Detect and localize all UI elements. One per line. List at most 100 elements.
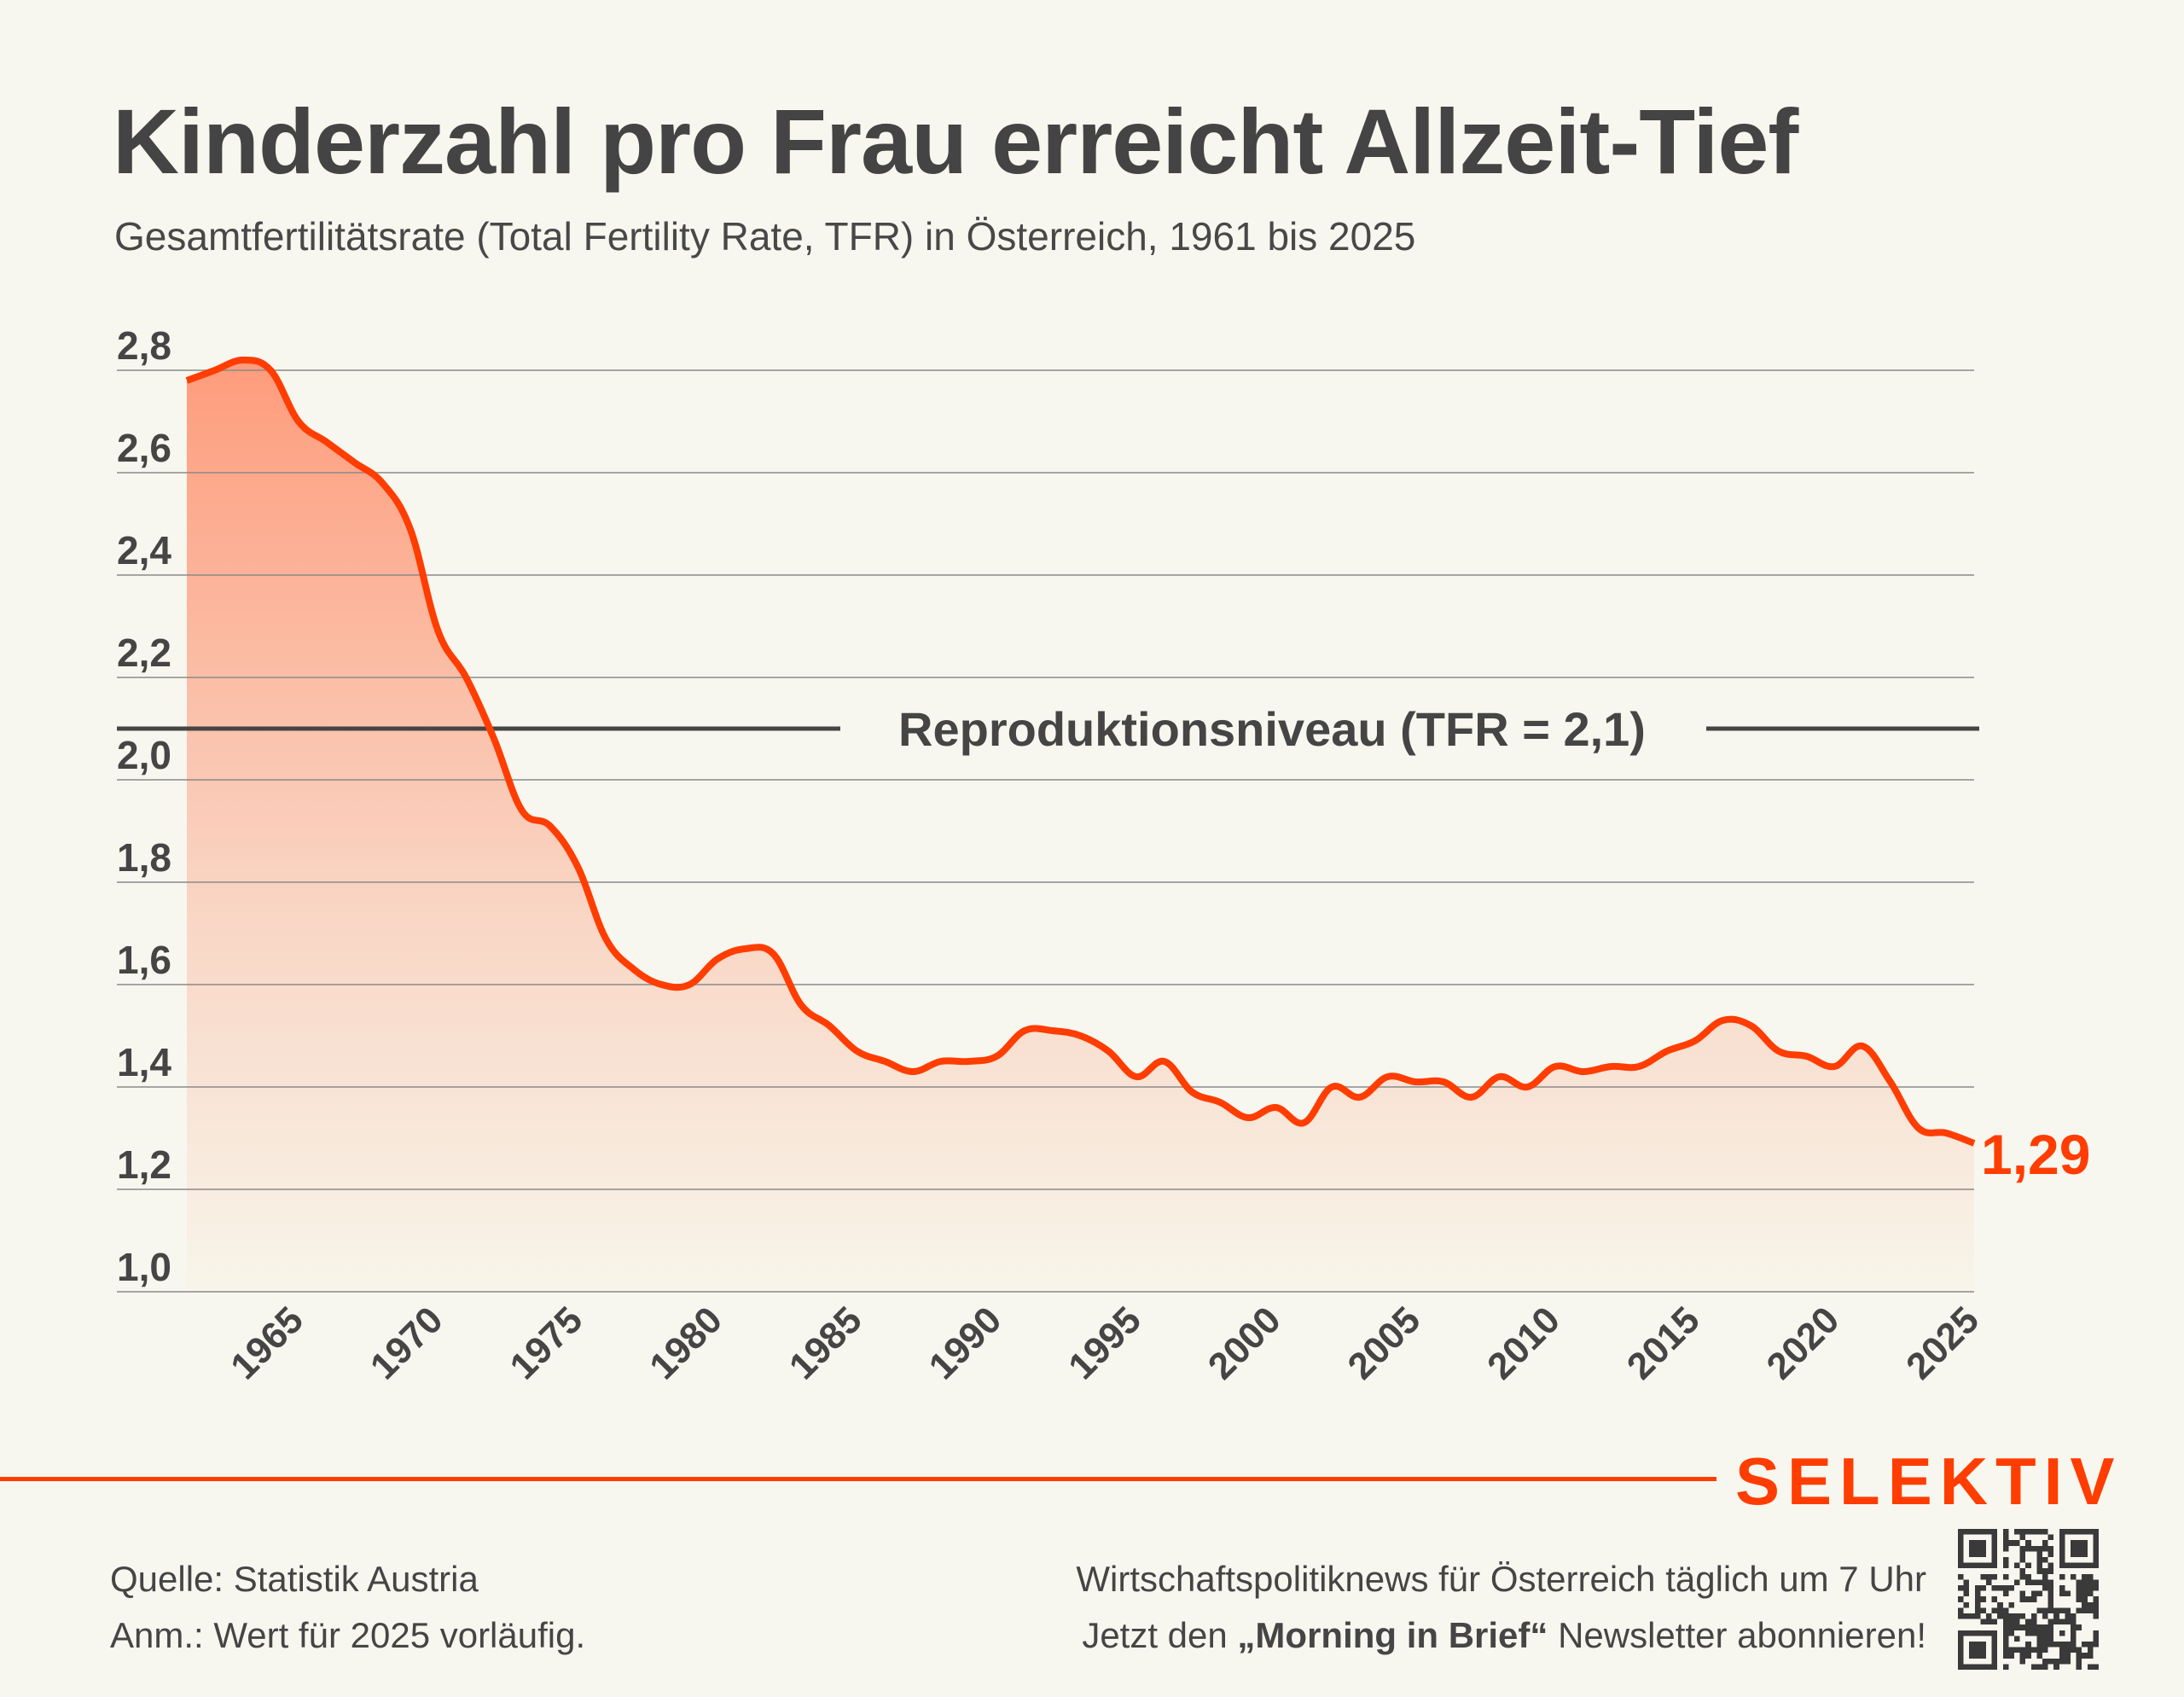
promo-line-2[interactable]: Jetzt den „Morning in Brief“ Newsletter … [1076,1607,1926,1664]
qr-module [2030,1545,2037,1552]
qr-module [2082,1573,2088,1580]
qr-module [2036,1579,2042,1585]
qr-module [2065,1529,2071,1535]
qr-module [2076,1529,2082,1535]
qr-module [1974,1585,1981,1591]
x-tick-label: 1995 [1060,1299,1149,1387]
qr-module [2025,1579,2031,1585]
qr-module [1974,1596,1981,1602]
qr-module [1974,1590,1981,1597]
qr-module [2059,1653,2065,1659]
qr-module [2042,1624,2048,1630]
qr-module [2014,1562,2020,1569]
qr-module [2030,1624,2037,1630]
qr-module [2087,1573,2094,1580]
qr-module [2065,1613,2071,1619]
qr-module [2071,1573,2077,1580]
qr-module [1963,1529,1970,1535]
qr-module [2019,1647,2026,1653]
qr-module [2042,1573,2048,1580]
qr-module [2008,1585,2014,1591]
qr-module [2048,1596,2054,1602]
qr-module [1991,1636,1998,1642]
qr-module [2059,1630,2065,1636]
qr-module [1986,1573,1992,1580]
qr-module [1991,1557,1998,1563]
x-tick-label: 2015 [1619,1299,1708,1387]
qr-module [2002,1545,2009,1552]
qr-module [1958,1529,1964,1535]
qr-module [2053,1613,2059,1619]
qr-module [1974,1545,1981,1552]
qr-module [1974,1551,1981,1557]
qr-module [1969,1613,1975,1619]
qr-module [2002,1529,2009,1535]
qr-module [1963,1613,1970,1619]
qr-module [2076,1551,2082,1557]
qr-module [2002,1534,2009,1541]
qr-module [2048,1619,2054,1625]
y-tick-label: 1,2 [117,1142,171,1187]
qr-module [2025,1573,2031,1580]
qr-module [2036,1653,2042,1659]
qr-module [2036,1630,2042,1636]
qr-module [2014,1636,2020,1642]
qr-module [2076,1590,2082,1597]
y-tick-label: 1,6 [117,938,171,982]
qr-module [2087,1642,2094,1648]
qr-module [1980,1607,1986,1613]
qr-module [1986,1579,1992,1585]
qr-module [2019,1590,2026,1597]
line-layer [185,356,1976,1147]
qr-module [1969,1647,1975,1653]
qr-module [2036,1551,2042,1557]
qr-module [2059,1642,2065,1648]
qr-module [2082,1545,2088,1552]
qr-module [1991,1551,1998,1557]
qr-module [2071,1540,2077,1546]
qr-module [2025,1624,2031,1630]
qr-module [2065,1562,2071,1569]
qr-module [2053,1642,2059,1648]
qr-module [2082,1562,2088,1569]
qr-module [2087,1562,2094,1569]
qr-module [2093,1607,2099,1613]
x-tick-label: 1985 [781,1299,870,1387]
qr-module [2082,1596,2088,1602]
qr-module [2008,1601,2014,1608]
qr-module [2087,1607,2094,1613]
qr-module [2030,1529,2037,1535]
newsletter-name: „Morning in Brief“ [1237,1615,1548,1655]
qr-module [1974,1642,1981,1648]
qr-module [2093,1613,2099,1619]
qr-module [2036,1590,2042,1597]
qr-module [2002,1624,2009,1630]
qr-module [2025,1653,2031,1659]
qr-module [2059,1585,2065,1591]
qr-module [1980,1540,1986,1546]
qr-code-icon[interactable] [1958,1529,2099,1670]
tfr-series-line [185,356,1976,1147]
qr-module [2093,1636,2099,1642]
qr-module [2042,1545,2048,1552]
qr-module [2036,1642,2042,1648]
x-tick-label: 1970 [363,1299,451,1387]
qr-module [2030,1630,2037,1636]
qr-module [2002,1653,2009,1659]
promo-line-1: Wirtschaftspolitiknews für Österreich tä… [1076,1559,1926,1599]
brand-logo[interactable]: SELEKTIV [1735,1444,2123,1519]
qr-module [1997,1601,2003,1608]
qr-module [2082,1579,2088,1585]
qr-module [1991,1540,1998,1546]
qr-module [2093,1562,2099,1569]
qr-module [2076,1647,2082,1653]
qr-module [2059,1529,2065,1535]
qr-module [2008,1613,2014,1619]
qr-module [1991,1647,1998,1653]
qr-module [2087,1653,2094,1659]
qr-module [1980,1664,1986,1670]
qr-module [2002,1647,2009,1653]
qr-module [2076,1607,2082,1613]
qr-module [1974,1664,1981,1670]
qr-module [2036,1624,2042,1630]
